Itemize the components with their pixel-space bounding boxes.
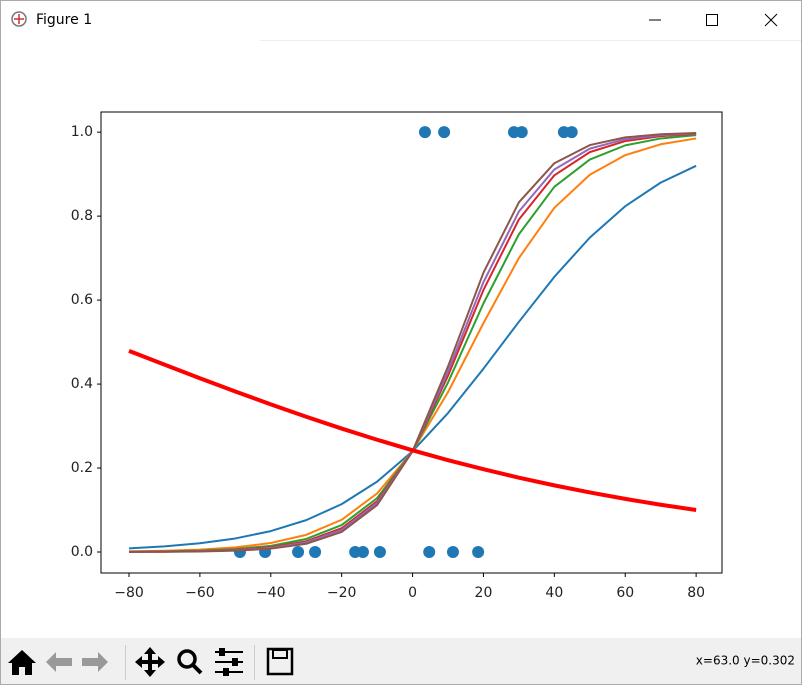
title-bar: Figure 1: [11, 11, 801, 41]
series-layer: [128, 126, 697, 559]
x-tick-label: −80: [114, 585, 144, 601]
window-title: Figure 1: [36, 12, 92, 28]
scatter-point: [309, 546, 322, 559]
x-tick-label: 20: [475, 585, 493, 601]
toolbar-background: [1, 638, 801, 684]
x-tick-label: 0: [408, 585, 417, 601]
scatter-point: [565, 126, 578, 139]
y-tick-label: 0.0: [71, 544, 93, 560]
scatter-point: [515, 126, 528, 139]
y-tick-label: 0.2: [71, 460, 93, 476]
zoom-handle: [191, 663, 203, 675]
scatter-point: [472, 546, 485, 559]
axes-frame: [100, 111, 723, 574]
y-tick-label: 0.8: [71, 208, 93, 224]
scatter-point: [356, 546, 369, 559]
x-tick-label: −40: [256, 585, 286, 601]
plot-area: −80 −60 −40 −20 0 20 40 60 80 0.0 0.2 0.4 0.6 0.8 1.0: [71, 111, 723, 601]
app-icon-mark: [14, 14, 24, 24]
scatter-point: [418, 126, 431, 139]
x-tick-label: −60: [185, 585, 215, 601]
scatter-point: [423, 546, 436, 559]
back-button[interactable]: [46, 652, 72, 672]
y-tick-label: 0.6: [71, 292, 93, 308]
x-tick-label: 40: [545, 585, 563, 601]
status-text: x=63.0 y=0.302: [696, 654, 795, 668]
save-icon-label: [272, 649, 288, 659]
scatter-point: [292, 546, 305, 559]
scatter-point: [446, 546, 459, 559]
y-tick-label: 1.0: [71, 124, 93, 140]
close-button[interactable]: [764, 13, 778, 27]
curve: [128, 349, 697, 512]
x-tick-label: −20: [327, 585, 357, 601]
pan-button[interactable]: [135, 647, 165, 677]
forward-button[interactable]: [82, 652, 108, 672]
toolbar: x=63.0 y=0.302: [1, 638, 801, 684]
home-button[interactable]: [8, 650, 36, 675]
zoom-button[interactable]: [177, 649, 197, 669]
maximize-button[interactable]: [706, 14, 718, 26]
scatter-point: [373, 546, 386, 559]
x-tick-label: 60: [616, 585, 634, 601]
scatter-point: [438, 126, 451, 139]
x-tick-label: 80: [687, 585, 705, 601]
y-tick-label: 0.4: [71, 376, 93, 392]
configure-button[interactable]: [215, 648, 243, 676]
